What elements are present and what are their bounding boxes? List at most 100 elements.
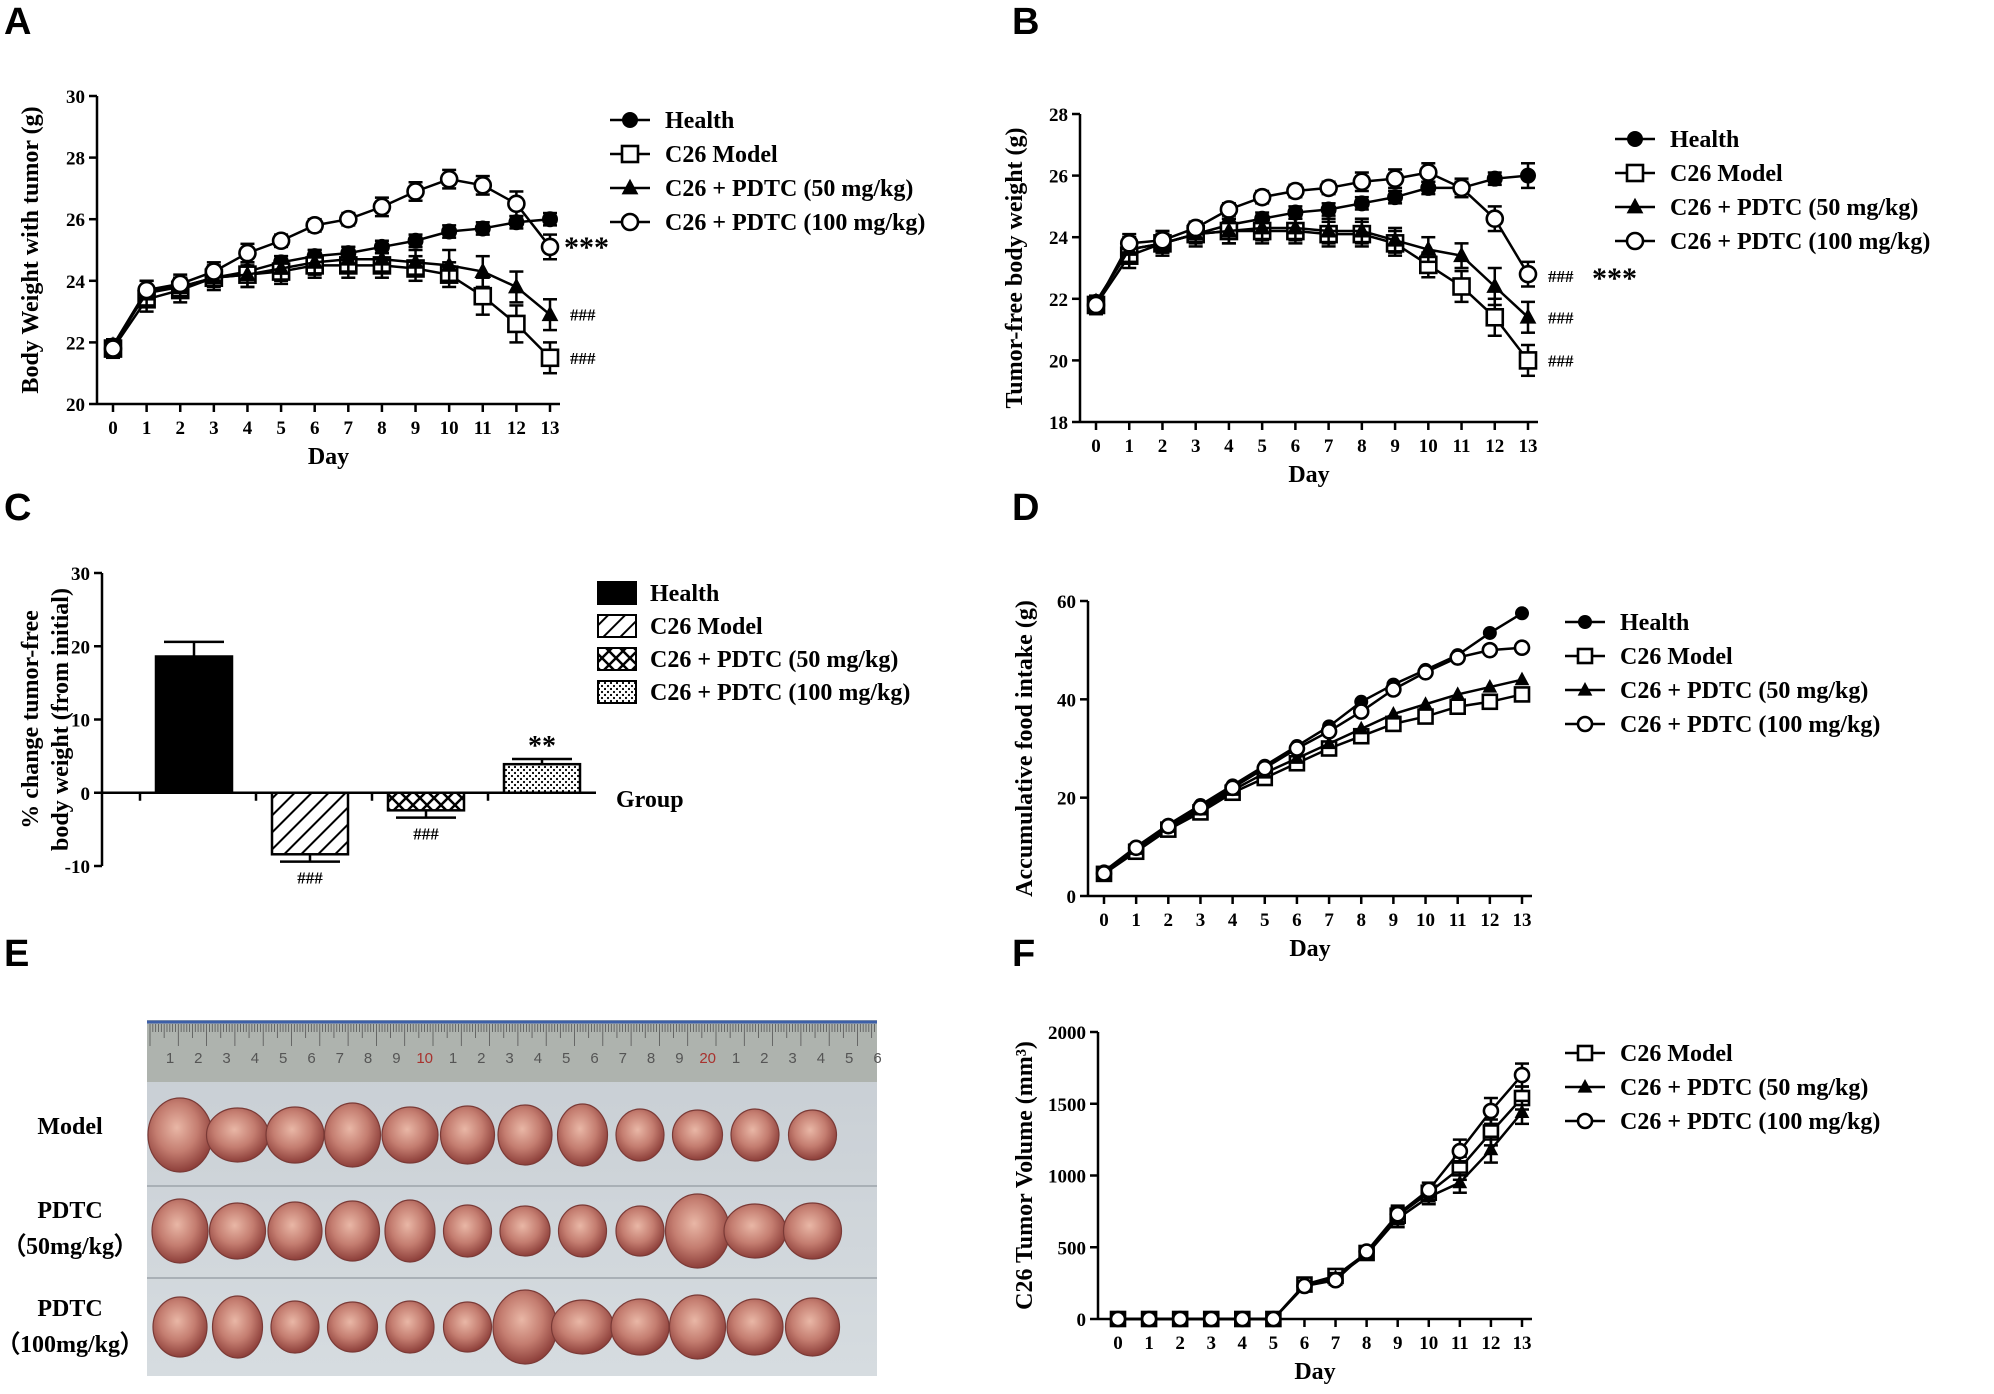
data-point [103, 339, 123, 358]
data-point [1518, 264, 1538, 284]
data-point [1288, 740, 1306, 757]
tumor-sample [381, 1106, 439, 1164]
y-tick-label: 500 [1058, 1238, 1087, 1259]
legend-label: C26 + PDTC (50 mg/kg) [650, 647, 898, 673]
x-tick-label: 9 [1390, 436, 1400, 457]
legend-marker [621, 178, 639, 195]
legend-marker [1576, 715, 1594, 733]
data-point [1253, 218, 1271, 235]
y-tick-label: 1500 [1048, 1095, 1086, 1116]
legend-swatch [597, 581, 637, 605]
x-tick-label: 8 [1357, 436, 1367, 457]
data-point [439, 169, 459, 189]
tumor-sample [211, 1295, 264, 1359]
tumor-sample [384, 1199, 436, 1263]
data-point [1095, 865, 1113, 882]
x-tick-label: 12 [1485, 436, 1504, 457]
ruler-number: 3 [222, 1050, 230, 1067]
x-tick-label: 5 [1260, 910, 1270, 931]
legend-marker [620, 212, 640, 232]
x-tick-label: 11 [474, 418, 492, 439]
data-point [137, 280, 156, 300]
data-point [1352, 703, 1370, 720]
annotation-significance: ### [570, 306, 596, 325]
x-tick-label: 5 [276, 418, 286, 439]
data-point [1234, 1310, 1251, 1328]
data-point [1452, 277, 1471, 296]
data-point [1140, 1310, 1158, 1328]
series-line [1118, 1074, 1523, 1321]
x-tick-label: 4 [1228, 910, 1238, 931]
legend-label: C26 Model [665, 142, 778, 168]
data-point [1252, 187, 1272, 207]
data-point [1219, 200, 1239, 219]
x-tick-label: 13 [1519, 436, 1538, 457]
data-point [406, 182, 425, 201]
legend-marker [1625, 231, 1645, 251]
ruler-number: 2 [194, 1050, 202, 1067]
legend-marker [1578, 615, 1592, 629]
tumor-sample [147, 1097, 213, 1173]
ruler-number: 6 [873, 1050, 881, 1067]
tumor-sample [730, 1108, 780, 1162]
y-tick-label: 28 [1049, 105, 1068, 126]
row-label-pdtc50: PDTC [37, 1198, 102, 1224]
x-tick-label: 1 [1144, 1333, 1154, 1354]
data-point [1514, 671, 1530, 686]
data-point [1321, 735, 1337, 750]
ruler-number: 8 [647, 1050, 655, 1067]
tumor-sample [557, 1204, 608, 1258]
tumor-sample [492, 1289, 558, 1365]
x-tick-label: 11 [1453, 436, 1471, 457]
x-tick-label: 1 [1124, 436, 1134, 457]
data-point [473, 286, 493, 306]
bar [502, 762, 582, 794]
legend-label: C26 + PDTC (100 mg/kg) [1670, 229, 1930, 255]
y-tick-label: 28 [66, 149, 85, 170]
data-point [1449, 649, 1466, 666]
tumor-sample [556, 1103, 609, 1167]
ruler-number: 4 [817, 1050, 825, 1067]
annotation-significance: ### [413, 825, 439, 844]
legend-label: C26 + PDTC (50 mg/kg) [665, 176, 913, 202]
tumor-sample [499, 1205, 551, 1257]
data-point [373, 250, 391, 266]
row-label-pdtc50-dose: （50mg/kg） [2, 1233, 138, 1260]
annotation-significance: *** [564, 231, 609, 264]
ruler-number: 1 [449, 1050, 457, 1067]
ruler-number: 7 [619, 1050, 627, 1067]
ruler-number: 20 [699, 1050, 716, 1067]
tumor-sample [784, 1297, 841, 1357]
data-point [1186, 218, 1205, 238]
data-point [1417, 708, 1434, 725]
bar [154, 655, 234, 794]
data-point [1265, 1310, 1282, 1328]
y-tick-label: 20 [71, 637, 90, 658]
x-axis-label: Group [616, 787, 684, 813]
data-point [1320, 722, 1338, 740]
y-tick-label: 2000 [1048, 1023, 1086, 1044]
y-tick-label: 30 [71, 564, 90, 585]
annotation-significance: *** [1592, 262, 1637, 295]
ruler-number: 9 [392, 1050, 400, 1067]
ruler-number: 5 [845, 1050, 853, 1067]
data-point [1452, 178, 1471, 198]
tumor-sample [671, 1109, 724, 1161]
tumor-samples [147, 1097, 843, 1365]
y-tick-label: 0 [81, 784, 91, 805]
x-tick-label: 6 [1292, 910, 1302, 931]
tumor-sample [208, 1202, 267, 1260]
x-tick-label: 4 [1224, 436, 1234, 457]
y-tick-label: 0 [1067, 887, 1077, 908]
data-point [542, 211, 558, 228]
data-point [1386, 231, 1404, 247]
legend-label: Health [1620, 610, 1689, 636]
x-tick-label: 7 [344, 418, 354, 439]
tumor-sample [442, 1204, 493, 1258]
legend-label: C26 Model [650, 614, 763, 640]
x-tick-label: 7 [1324, 910, 1334, 931]
data-point [1515, 606, 1529, 621]
ruler-number: 1 [732, 1050, 740, 1067]
